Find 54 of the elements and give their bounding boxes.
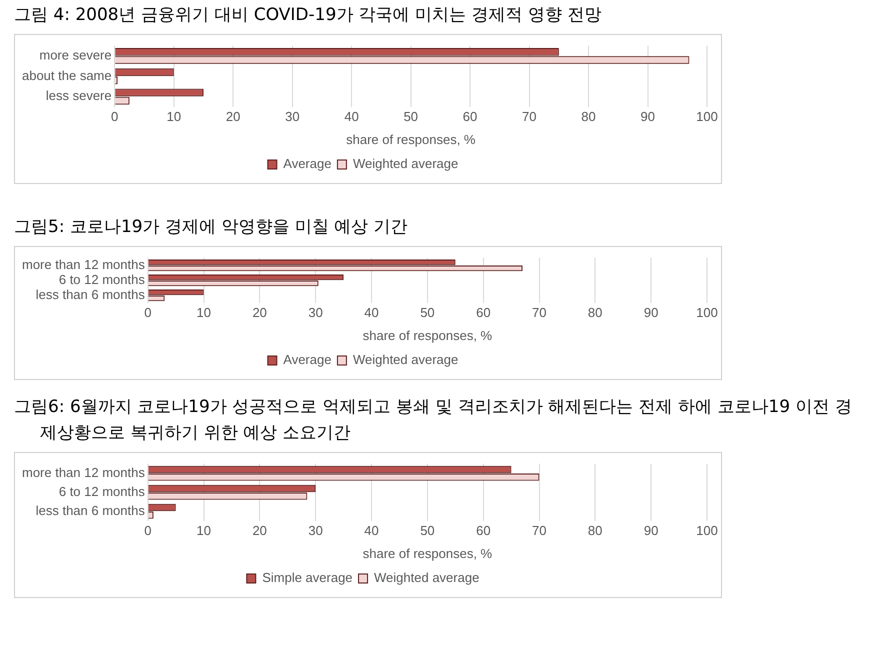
x-tick-label: 30	[285, 109, 300, 124]
x-tick-label: 100	[696, 305, 718, 320]
legend-label: Weighted average	[352, 156, 458, 172]
x-tick-label: 20	[252, 305, 267, 320]
x-tick-label: 60	[462, 109, 478, 124]
chart-title: 그림 4: 2008년 금융위기 대비 COVID-19가 각국에 미치는 경제적 영향 전망	[14, 4, 602, 27]
x-tick-label: 30	[308, 305, 323, 320]
x-tick-label: 80	[588, 305, 602, 320]
legend-label: Weighted average	[374, 570, 480, 586]
y-tick-label: less than 6 months	[36, 286, 146, 302]
x-tick-label: 40	[364, 305, 379, 320]
chart-title: 그림6: 6월까지 코로나19가 성공적으로 억제되고 봉쇄 및 격리조치가 해제된다는 전제 하에 코로나19 이전 경제상황으로 복귀하기 위한 예상 소요기간	[14, 396, 853, 445]
chart-title: 그림5: 코로나19가 경제에 악영향을 미칠 예상 기간	[14, 216, 409, 239]
y-tick-label: 6 to 12 months	[58, 484, 146, 499]
x-tick-label: 60	[476, 305, 491, 320]
x-tick-label: 50	[404, 109, 418, 124]
x-tick-label: 10	[196, 305, 211, 320]
x-tick-label: 40	[364, 523, 379, 538]
x-tick-label: 100	[696, 109, 718, 124]
x-tick-label: 0	[144, 305, 152, 320]
x-tick-label: 90	[644, 305, 658, 320]
x-tick-label: 80	[581, 109, 596, 124]
y-tick-label: more severe	[39, 48, 112, 63]
x-tick-label: 0	[111, 109, 118, 124]
x-tick-label: 70	[532, 305, 546, 320]
y-tick-label: more than 12 months	[22, 464, 146, 480]
x-tick-label: 20	[226, 109, 240, 124]
x-tick-label: 40	[344, 109, 359, 124]
x-tick-label: 100	[696, 523, 718, 538]
x-tick-label: 30	[308, 523, 323, 538]
x-tick-label: 50	[420, 305, 435, 320]
x-tick-label: 70	[532, 523, 546, 538]
y-tick-label: more than 12 months	[22, 256, 146, 272]
legend-label: Simple average	[262, 570, 353, 586]
x-tick-label: 50	[420, 523, 435, 538]
x-tick-label: 70	[522, 109, 537, 124]
x-axis-title: share of responses, %	[362, 328, 493, 343]
y-tick-label: about the same	[22, 68, 112, 83]
x-tick-label: 80	[588, 523, 602, 538]
x-axis-title: share of responses, %	[346, 132, 476, 147]
x-tick-label: 60	[476, 523, 491, 538]
legend-label: Average	[283, 352, 332, 368]
x-tick-label: 90	[644, 523, 658, 538]
x-tick-label: 90	[640, 109, 655, 124]
y-tick-label: less severe	[46, 88, 112, 104]
x-axis-title: share of responses, %	[362, 546, 493, 561]
legend-label: Average	[283, 156, 332, 172]
x-tick-label: 0	[144, 523, 152, 538]
y-tick-label: 6 to 12 months	[58, 272, 146, 287]
x-tick-label: 20	[252, 523, 267, 538]
y-tick-label: less than 6 months	[36, 502, 146, 518]
legend-label: Weighted average	[352, 352, 458, 368]
x-tick-label: 10	[166, 109, 182, 124]
x-tick-label: 10	[196, 523, 211, 538]
